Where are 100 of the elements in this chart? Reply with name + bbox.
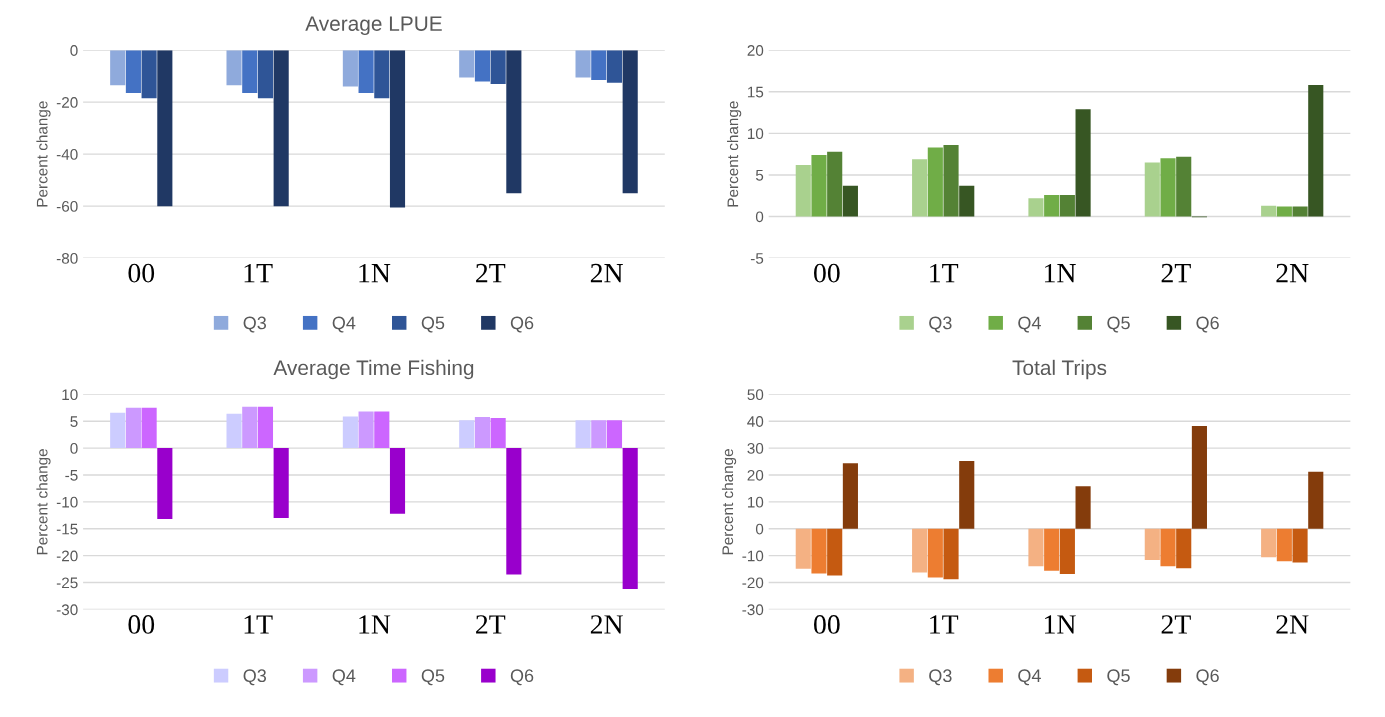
bar xyxy=(1075,486,1091,529)
bar xyxy=(1261,205,1277,217)
x-tick-label: 2T xyxy=(476,615,506,634)
bar xyxy=(1176,156,1192,217)
bar xyxy=(1028,198,1044,217)
y-tick-label: 0 xyxy=(70,45,78,56)
bar xyxy=(959,185,975,217)
bar xyxy=(1059,528,1075,574)
legend-label: Q6 xyxy=(510,316,534,333)
legend-label: Q5 xyxy=(1107,669,1130,686)
bar xyxy=(1075,109,1091,217)
legend-label: Q4 xyxy=(332,669,356,686)
y-tick-label: -10 xyxy=(742,550,764,562)
bar xyxy=(1059,194,1075,217)
bar xyxy=(1144,528,1160,560)
y-tick-label: -40 xyxy=(56,149,78,160)
bar xyxy=(795,164,811,217)
x-tick-label: 1T xyxy=(930,615,959,634)
bar xyxy=(606,420,623,449)
legend-label: Q4 xyxy=(1018,316,1041,333)
bar xyxy=(1292,206,1308,217)
bar xyxy=(1261,528,1277,558)
bar xyxy=(242,406,258,449)
y-tick-label: 30 xyxy=(747,442,764,454)
x-tick-label: 1N xyxy=(1044,263,1076,283)
y-tick-label: -5 xyxy=(750,253,764,264)
bar xyxy=(927,147,943,217)
y-tick-label: 40 xyxy=(747,416,764,427)
y-tick-label: 0 xyxy=(70,442,78,454)
bar xyxy=(125,407,141,449)
bar xyxy=(943,145,959,217)
legend-label: Q5 xyxy=(421,316,445,333)
bar xyxy=(811,154,827,217)
x-tick-label: 00 xyxy=(814,263,840,283)
bar xyxy=(389,448,406,514)
bar xyxy=(374,411,390,449)
y-tick-label: -60 xyxy=(56,201,78,212)
y-axis-title: Percent change xyxy=(721,449,737,555)
bar xyxy=(506,448,522,575)
y-tick-label: 50 xyxy=(747,389,764,401)
legend-label: Q3 xyxy=(929,669,952,686)
bar xyxy=(1144,162,1160,217)
bar xyxy=(811,528,827,574)
bar xyxy=(1028,528,1044,567)
y-axis-title: Percent change xyxy=(36,449,51,555)
bar xyxy=(912,159,928,217)
legend-label: Q6 xyxy=(1196,316,1219,333)
bar xyxy=(1160,158,1176,217)
y-tick-label: -30 xyxy=(742,604,764,616)
y-tick-label: 0 xyxy=(755,211,764,223)
x-tick-label: 1T xyxy=(930,263,959,283)
x-tick-label: 2T xyxy=(476,263,506,283)
x-tick-label: 1T xyxy=(244,615,273,634)
legend-label: Q3 xyxy=(243,669,267,686)
legend-label: Q4 xyxy=(1018,669,1041,686)
bar xyxy=(273,448,289,519)
bar xyxy=(257,406,274,449)
x-tick-label: 1T xyxy=(244,263,273,283)
y-tick-label: 0 xyxy=(755,523,764,535)
y-tick-label: 5 xyxy=(755,169,764,181)
y-tick-label: 10 xyxy=(747,128,764,140)
bar xyxy=(842,463,858,529)
y-tick-label: 15 xyxy=(747,86,764,98)
x-tick-label: 1N xyxy=(359,615,391,634)
y-tick-label: -20 xyxy=(56,97,78,108)
y-tick-label: -25 xyxy=(56,577,78,589)
y-tick-label: 20 xyxy=(747,45,764,56)
bar xyxy=(622,448,638,590)
y-tick-label: -5 xyxy=(65,470,78,481)
bar xyxy=(1176,528,1192,569)
bar xyxy=(591,420,607,449)
bar xyxy=(490,418,506,449)
bar xyxy=(943,528,959,580)
bar xyxy=(110,412,126,449)
bar xyxy=(912,528,928,573)
legend-label: Q6 xyxy=(1196,669,1219,686)
bar xyxy=(1308,471,1324,529)
y-tick-label: 20 xyxy=(747,469,764,481)
y-tick-label: -80 xyxy=(56,252,78,264)
chart-title: Average Time Fishing xyxy=(273,359,474,380)
x-tick-label: 2N xyxy=(1276,615,1309,634)
chart-title: Average LPUE xyxy=(305,16,442,36)
bar xyxy=(141,407,157,449)
bar xyxy=(1191,426,1207,529)
bar xyxy=(474,416,490,449)
bar xyxy=(827,528,843,576)
x-tick-label: 1N xyxy=(359,263,391,283)
x-tick-label: 2N xyxy=(1276,263,1309,283)
y-tick-label: 10 xyxy=(747,496,764,508)
legend-label: Q3 xyxy=(243,316,267,333)
y-tick-label: -20 xyxy=(56,550,78,562)
bar xyxy=(1292,528,1308,563)
y-tick-label: 10 xyxy=(62,389,78,401)
bar xyxy=(1308,85,1324,217)
bar xyxy=(827,151,843,217)
legend-label: Q5 xyxy=(1107,316,1130,333)
bar xyxy=(342,416,358,449)
bar xyxy=(358,411,374,449)
bar xyxy=(1160,528,1176,567)
x-tick-label: 2T xyxy=(1161,263,1191,283)
